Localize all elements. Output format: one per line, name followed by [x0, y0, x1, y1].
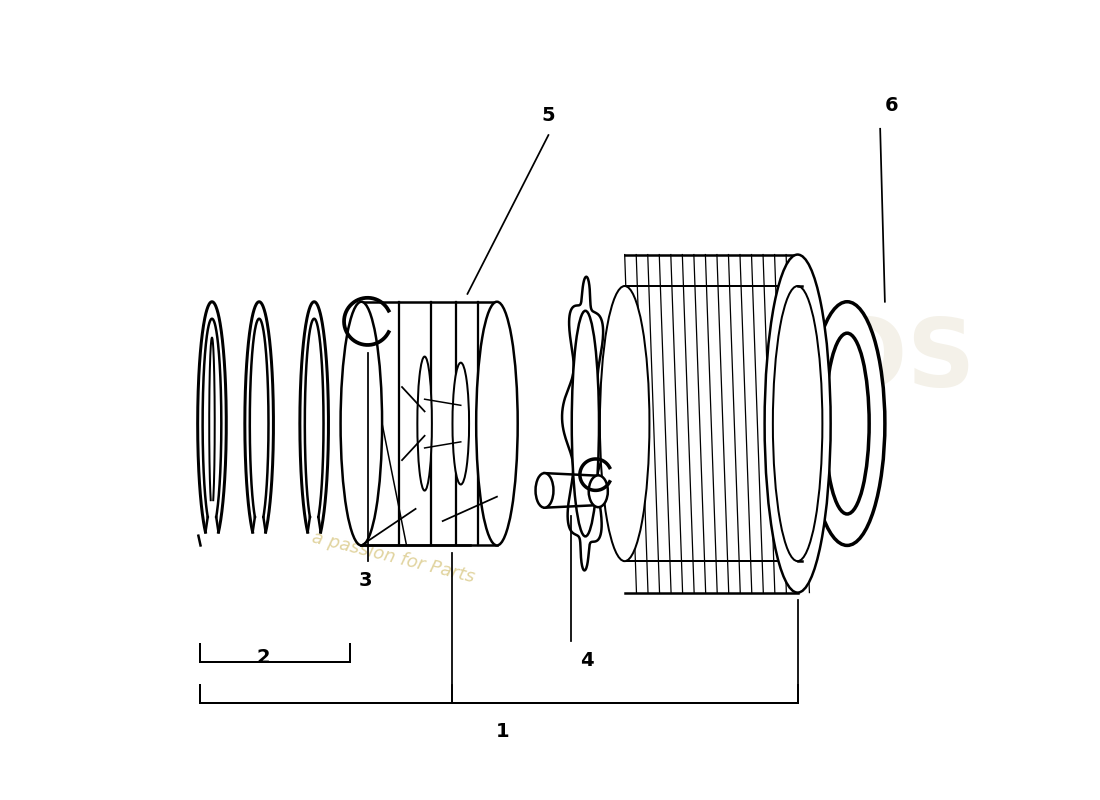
Text: 2: 2	[256, 648, 270, 667]
Ellipse shape	[588, 475, 608, 507]
Ellipse shape	[810, 302, 884, 546]
Ellipse shape	[476, 302, 518, 546]
Ellipse shape	[452, 362, 469, 485]
Text: EUROS: EUROS	[613, 314, 975, 406]
Text: 3: 3	[359, 571, 372, 590]
Bar	[361, 302, 542, 546]
Text: 4: 4	[580, 651, 594, 670]
Ellipse shape	[600, 286, 649, 561]
Polygon shape	[198, 302, 227, 532]
Bar	[625, 254, 798, 593]
Text: 1: 1	[496, 722, 509, 742]
Ellipse shape	[536, 473, 553, 508]
Ellipse shape	[417, 357, 432, 490]
Ellipse shape	[773, 286, 823, 561]
Polygon shape	[245, 302, 274, 532]
Ellipse shape	[572, 310, 600, 536]
Ellipse shape	[764, 254, 830, 593]
Text: 5: 5	[541, 106, 556, 125]
Text: 6: 6	[886, 96, 899, 114]
Polygon shape	[562, 277, 608, 570]
Ellipse shape	[341, 302, 382, 546]
Ellipse shape	[825, 333, 869, 514]
Text: a passion for Parts: a passion for Parts	[309, 528, 476, 586]
Polygon shape	[300, 302, 329, 532]
